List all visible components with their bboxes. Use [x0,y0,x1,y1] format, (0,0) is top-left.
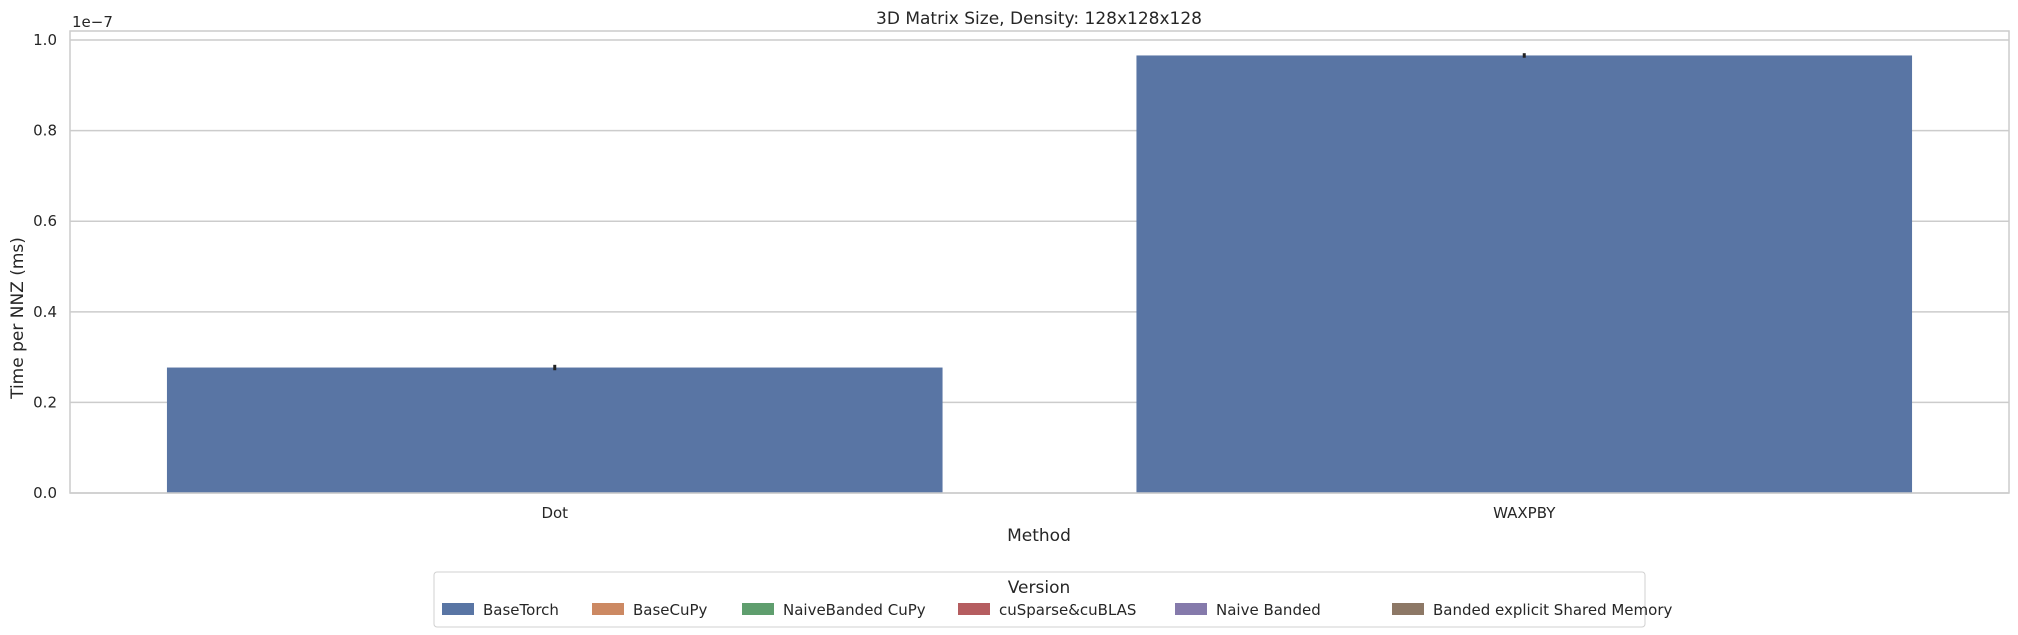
legend-items: BaseTorch BaseCuPy NaiveBanded CuPy cuSpars… [442,601,1672,619]
y-tick-label: 0.0 [33,484,57,502]
legend-swatch [742,603,774,615]
x-tick-labels: Dot WAXPBY [541,504,1556,522]
legend-box [433,571,1646,628]
y-tick-label: 0.6 [33,212,57,230]
y-tick-label: 1.0 [33,31,57,49]
legend-swatch [442,603,474,615]
y-tick-label: 0.4 [33,303,57,321]
y-axis-label: Time per NNZ (ms) [8,237,28,400]
chart-title: 3D Matrix Size, Density: 128x128x128 [876,9,1202,29]
legend-swatch [592,603,624,615]
plot-frame [69,30,2010,494]
legend-label: Naive Banded [1216,601,1321,619]
bars [166,55,1913,493]
y-scale-label: 1e−7 [72,13,113,31]
bar [166,367,943,493]
y-tick-label: 0.2 [33,393,57,411]
bar [1136,55,1913,493]
legend-label: BaseCuPy [633,601,708,619]
legend-label: cuSparse&cuBLAS [999,601,1136,619]
legend: Version BaseTorch BaseCuPy NaiveBanded CuP… [433,571,1672,628]
x-tick-label: WAXPBY [1493,504,1556,522]
legend-label: NaiveBanded CuPy [783,601,926,619]
legend-title: Version [1008,578,1071,598]
error-bars [553,53,1526,371]
y-tick-labels: 0.0 0.2 0.4 0.6 0.8 1.0 [33,31,57,502]
legend-swatch [1175,603,1207,615]
x-axis-label: Method [1007,526,1071,546]
x-tick-label: Dot [541,504,568,522]
legend-label: Banded explicit Shared Memory [1433,601,1672,619]
legend-label: BaseTorch [483,601,559,619]
y-tick-label: 0.8 [33,122,57,140]
legend-swatch [1392,603,1424,615]
legend-swatch [958,603,990,615]
